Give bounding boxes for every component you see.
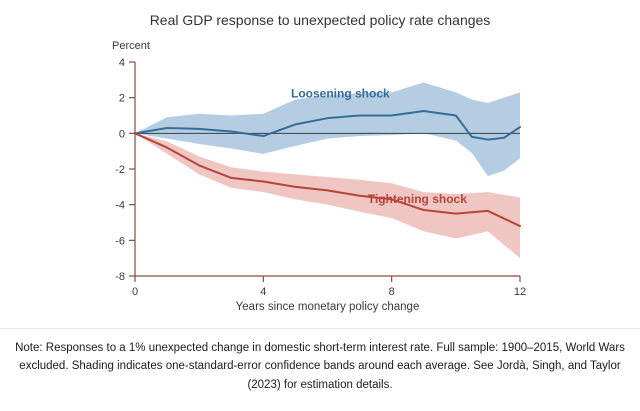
confidence-band-loosening-shock xyxy=(135,82,520,177)
y-tick-label: -2 xyxy=(115,164,125,176)
confidence-band-tightening-shock xyxy=(135,133,520,259)
y-tick-label: 0 xyxy=(119,128,125,140)
gdp-response-chart: 4 2 0 -2 -4 -6 -8 0 4 8 12 Percent Years since monet… xyxy=(112,40,526,313)
chart-title: Real GDP response to unexpected policy r… xyxy=(149,12,491,28)
y-tick-label: -4 xyxy=(115,200,125,212)
annotation-loosening-shock: Loosening shock xyxy=(291,87,390,101)
y-axis-title: Percent xyxy=(112,40,150,52)
y-tick-label: 2 xyxy=(119,93,125,105)
y-tick-label: -8 xyxy=(115,271,125,283)
x-axis-title: Years since monetary policy change xyxy=(236,301,420,313)
x-tick-label: 0 xyxy=(132,286,138,298)
y-tick-label: 4 xyxy=(119,57,125,69)
y-tick-label: -6 xyxy=(115,235,125,247)
series-line-tightening-shock xyxy=(134,132,521,228)
x-tick-label: 8 xyxy=(389,286,395,298)
series-line-loosening-shock xyxy=(134,110,521,141)
annotation-tightening-shock: Tightening shock xyxy=(368,192,467,206)
x-tick-label: 4 xyxy=(260,286,266,298)
x-tick-label: 12 xyxy=(514,286,526,298)
divider xyxy=(0,328,640,329)
note-text: Note: Responses to a 1% unexpected chang… xyxy=(15,342,625,391)
